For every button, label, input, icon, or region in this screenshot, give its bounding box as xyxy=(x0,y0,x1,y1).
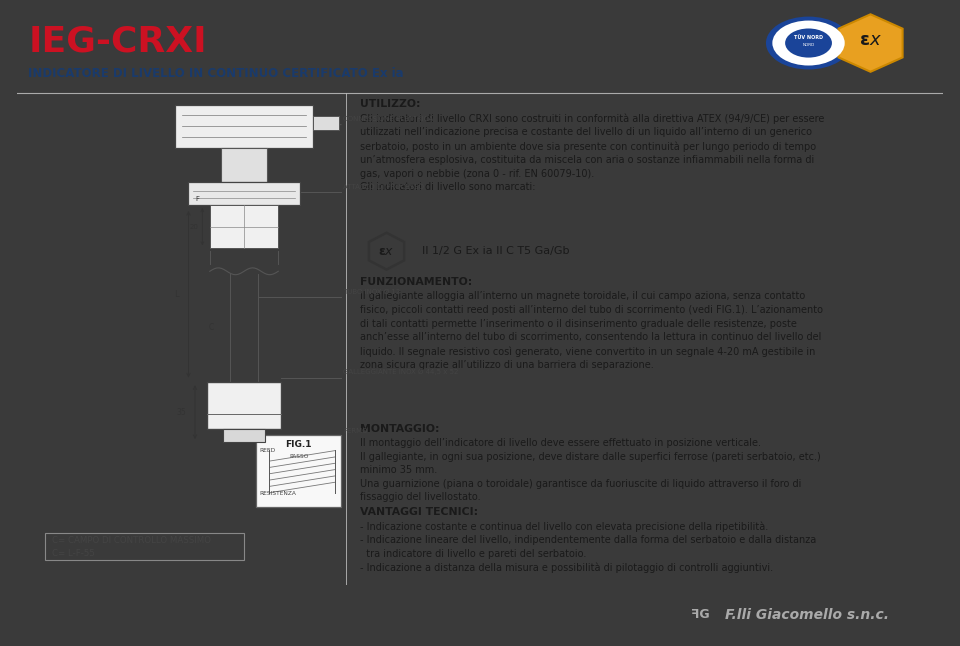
Text: L: L xyxy=(175,290,180,299)
Text: IEG-CRXI: IEG-CRXI xyxy=(29,24,207,58)
Circle shape xyxy=(773,21,845,65)
Bar xyxy=(210,205,278,248)
Bar xyxy=(313,116,339,130)
Text: F.lli Giacomello s.n.c.: F.lli Giacomello s.n.c. xyxy=(725,608,889,622)
Text: REED: REED xyxy=(260,448,276,453)
Bar xyxy=(221,148,267,182)
Text: 35: 35 xyxy=(176,408,185,417)
Text: ꟻG: ꟻG xyxy=(691,609,710,621)
Text: UTILIZZO:: UTILIZZO: xyxy=(360,99,420,109)
Text: FUNZIONAMENTO:: FUNZIONAMENTO: xyxy=(360,277,472,287)
Text: Il gallegiante alloggia all’interno un magnete toroidale, il cui campo aziona, s: Il gallegiante alloggia all’interno un m… xyxy=(360,291,823,370)
Text: RESISTENZA: RESISTENZA xyxy=(260,491,297,496)
Text: TUBO INOX Ø 12: TUBO INOX Ø 12 xyxy=(343,289,400,295)
Text: INDICATORE DI LIVELLO IN CONTINUO CERTIFICATO Ex ia: INDICATORE DI LIVELLO IN CONTINUO CERTIF… xyxy=(29,67,404,80)
Bar xyxy=(256,435,341,507)
Text: II 1/2 G Ex ia II C T5 Ga/Gb: II 1/2 G Ex ia II C T5 Ga/Gb xyxy=(421,246,569,256)
Text: C= CAMPO DI CONTROLLO MASSIMO
C= L-F-55: C= CAMPO DI CONTROLLO MASSIMO C= L-F-55 xyxy=(53,536,211,558)
Text: Gli indicatori di livello CRXI sono costruiti in conformità alla direttiva ATEX : Gli indicatori di livello CRXI sono cost… xyxy=(360,113,824,193)
Text: 20: 20 xyxy=(190,224,199,230)
Text: NORD: NORD xyxy=(803,43,815,47)
Text: CONNESSIONE ELETTRICA: CONNESSIONE ELETTRICA xyxy=(343,116,433,122)
Text: GALLEGGIANTE INOX Ø 44,5 x 52: GALLEGGIANTE INOX Ø 44,5 x 52 xyxy=(343,370,459,375)
Circle shape xyxy=(785,28,832,57)
Text: ATTACCO DI PROCESSO: ATTACCO DI PROCESSO xyxy=(343,183,424,190)
Bar xyxy=(223,430,265,442)
Text: Il montaggio dell’indicatore di livello deve essere effettuato in posizione vert: Il montaggio dell’indicatore di livello … xyxy=(360,438,821,503)
Text: FIG.1: FIG.1 xyxy=(285,440,312,449)
Text: MONTAGGIO:: MONTAGGIO: xyxy=(360,424,439,433)
Circle shape xyxy=(766,17,852,70)
Text: PASSO: PASSO xyxy=(289,453,309,459)
Text: TÜV NORD: TÜV NORD xyxy=(794,35,823,40)
Text: - Indicazione costante e continua del livello con elevata precisione della ripet: - Indicazione costante e continua del li… xyxy=(360,521,816,574)
Bar xyxy=(175,105,313,148)
Bar xyxy=(45,533,244,561)
Text: FERMO: FERMO xyxy=(343,428,368,434)
Text: F: F xyxy=(196,196,200,202)
Text: VANTAGGI TECNICI:: VANTAGGI TECNICI: xyxy=(360,507,478,517)
Bar xyxy=(188,182,300,205)
Text: C: C xyxy=(209,323,214,332)
Bar xyxy=(207,382,281,430)
Polygon shape xyxy=(838,14,902,72)
Text: ⬛: ⬛ xyxy=(692,601,709,629)
Text: $\mathbf{\epsilon}$x: $\mathbf{\epsilon}$x xyxy=(378,245,395,258)
Text: $\mathbf{\epsilon}$x: $\mathbf{\epsilon}$x xyxy=(859,31,882,49)
